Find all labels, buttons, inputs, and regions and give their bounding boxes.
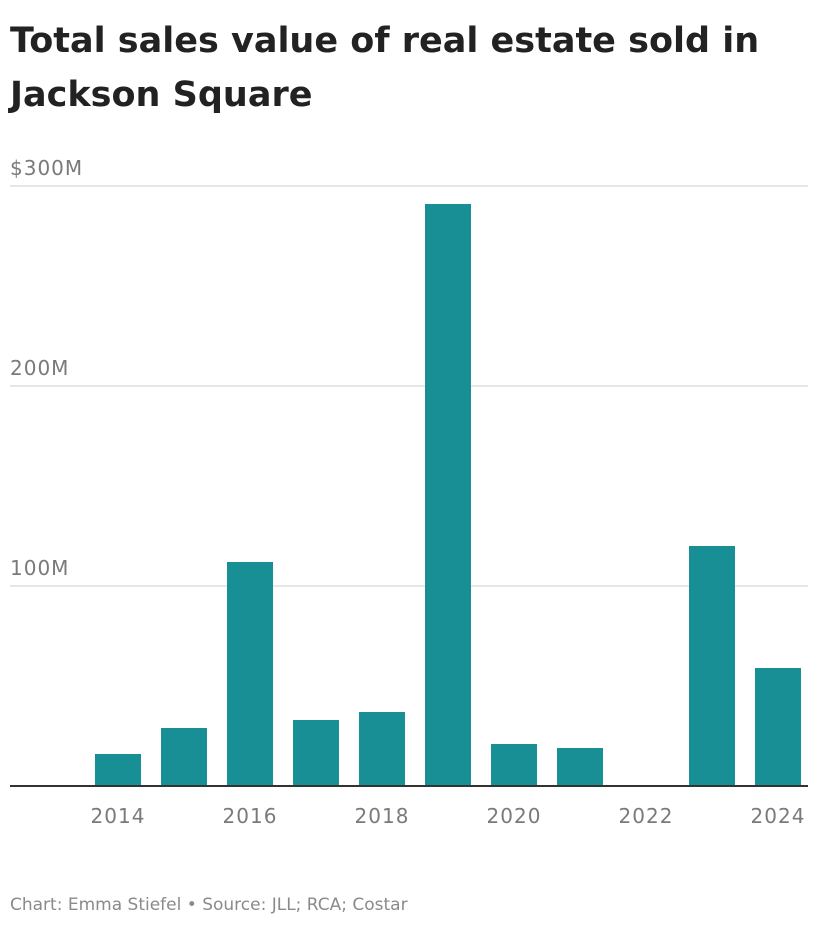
x-tick-label: 2024 (751, 804, 806, 828)
chart-title-line-2: Jackson Square (10, 75, 313, 115)
y-axis-labels: 100M 200M $300M (10, 156, 83, 580)
x-tick-label: 2016 (223, 804, 278, 828)
bar-2017 (293, 720, 339, 786)
chart-footer: Chart: Emma Stiefel • Source: JLL; RCA; … (10, 895, 408, 915)
bar-2014 (95, 754, 141, 786)
x-tick-label: 2020 (487, 804, 542, 828)
y-tick-label: $300M (10, 156, 83, 180)
bar-2024 (755, 668, 801, 786)
y-tick-label: 100M (10, 556, 69, 580)
bar-2016 (227, 562, 273, 786)
bar-2021 (557, 748, 603, 786)
chart-source: Source: JLL; RCA; Costar (202, 895, 408, 915)
bar-2019 (425, 204, 471, 786)
bar-2020 (491, 744, 537, 786)
x-axis-labels: 2014 2016 2018 2020 2022 2024 (91, 804, 806, 828)
chart-title-line-1: Total sales value of real estate sold in (10, 21, 760, 61)
chart-title: Total sales value of real estate sold in… (10, 14, 800, 122)
footer-separator: • (181, 895, 203, 915)
x-tick-label: 2022 (619, 804, 674, 828)
bar-chart: 100M 200M $300M 2014 2016 2018 2020 2022 2024 (10, 156, 808, 828)
gridlines (10, 185, 808, 587)
chart-credit: Chart: Emma Stiefel (10, 895, 182, 915)
x-tick-label: 2018 (355, 804, 410, 828)
bar-2023 (689, 546, 735, 786)
y-tick-label: 200M (10, 356, 69, 380)
bar-2015 (161, 728, 207, 786)
bars (95, 204, 801, 786)
bar-2018 (359, 712, 405, 786)
x-tick-label: 2014 (91, 804, 146, 828)
